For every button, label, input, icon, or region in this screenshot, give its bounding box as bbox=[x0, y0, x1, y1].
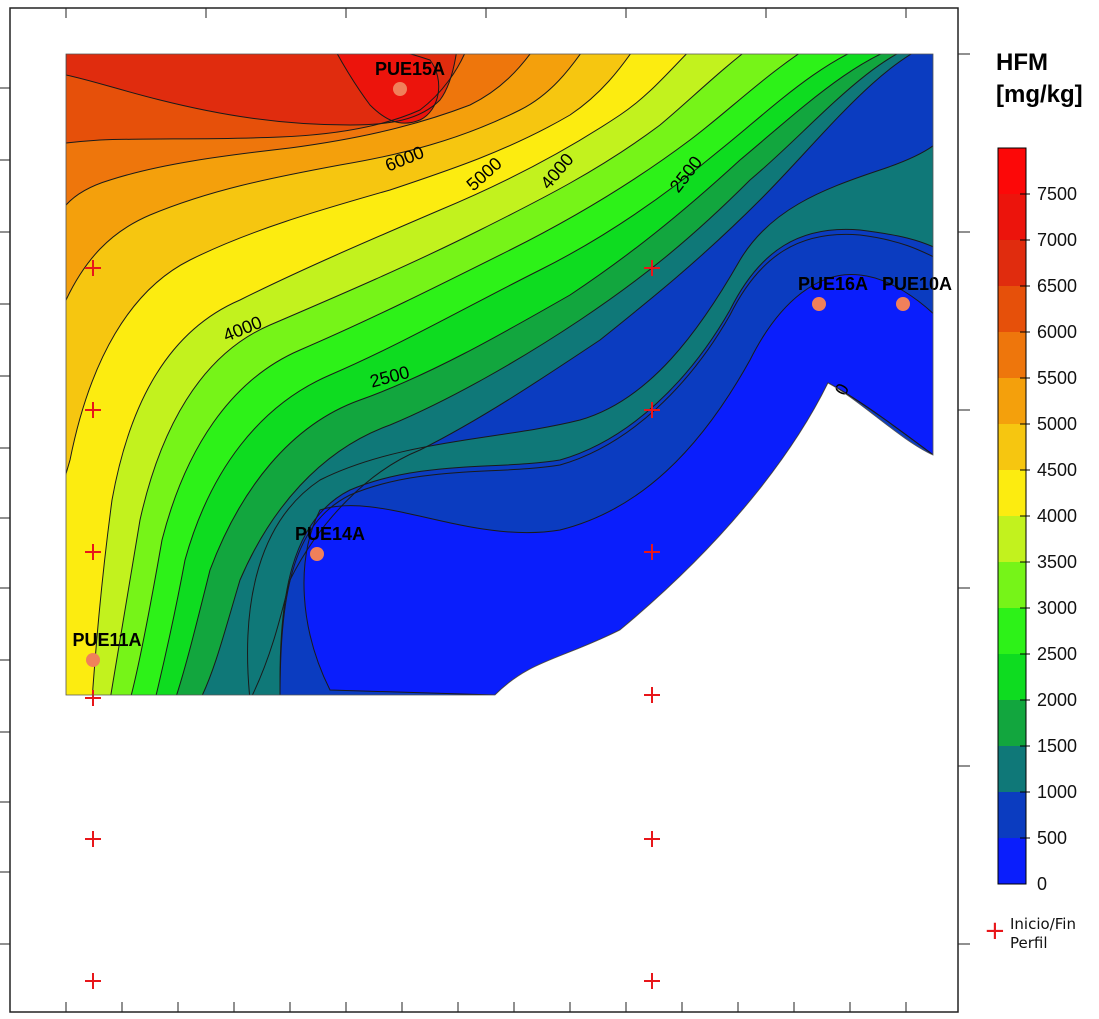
scale-label: 3000 bbox=[1037, 598, 1078, 618]
legend-unit: [mg/kg] bbox=[996, 81, 1083, 108]
scale-label: 1000 bbox=[1037, 782, 1078, 802]
profile-marker bbox=[85, 260, 101, 276]
profile-marker bbox=[85, 544, 101, 560]
sample-label: PUE15A bbox=[375, 59, 445, 79]
sample-point: PUE15A bbox=[375, 59, 445, 96]
profile-marker bbox=[85, 402, 101, 418]
scale-label: 4000 bbox=[1037, 506, 1078, 526]
scale-swatch bbox=[998, 194, 1026, 240]
sample-label: PUE14A bbox=[295, 524, 365, 544]
scale-swatch bbox=[998, 700, 1026, 746]
profile-marker bbox=[644, 260, 660, 276]
scale-swatch bbox=[998, 746, 1026, 792]
scale-swatch bbox=[998, 378, 1026, 424]
profile-marker bbox=[644, 402, 660, 418]
profile-marker bbox=[644, 687, 660, 703]
sample-point: PUE10A bbox=[882, 274, 952, 311]
sample-label: PUE10A bbox=[882, 274, 952, 294]
profile-marker bbox=[644, 973, 660, 989]
scale-label: 1500 bbox=[1037, 736, 1078, 756]
scale-label: 2500 bbox=[1037, 644, 1078, 664]
scale-label: 4500 bbox=[1037, 460, 1078, 480]
sample-point: PUE16A bbox=[798, 274, 868, 311]
scale-swatch bbox=[998, 424, 1026, 470]
profile-marker bbox=[85, 831, 101, 847]
sample-point: PUE14A bbox=[295, 524, 365, 561]
profile-marker bbox=[85, 690, 101, 706]
scale-label: 5500 bbox=[1037, 368, 1078, 388]
sample-label: PUE11A bbox=[72, 630, 141, 650]
scale-label: 7000 bbox=[1037, 230, 1078, 250]
scale-label: 7500 bbox=[1037, 184, 1078, 204]
profile-key-label-1: Inicio/Fin bbox=[1010, 915, 1076, 933]
scale-label: 0 bbox=[1037, 874, 1048, 894]
color-scale-bar bbox=[997, 147, 1030, 885]
scale-label: 3500 bbox=[1037, 552, 1078, 572]
profile-key-icon: + bbox=[984, 916, 1006, 946]
scale-label: 6500 bbox=[1037, 276, 1078, 296]
scale-swatch bbox=[998, 148, 1026, 194]
scale-swatch bbox=[998, 654, 1026, 700]
scale-swatch bbox=[998, 562, 1026, 608]
profile-key-label-2: Perfil bbox=[1010, 934, 1048, 952]
scale-swatch bbox=[998, 792, 1026, 838]
scale-swatch bbox=[998, 608, 1026, 654]
scale-swatch bbox=[998, 240, 1026, 286]
scale-swatch bbox=[998, 332, 1026, 378]
sample-label: PUE16A bbox=[798, 274, 868, 294]
domain-boundary bbox=[65, 53, 934, 696]
scale-label: 5000 bbox=[1037, 414, 1078, 434]
sample-point: PUE11A bbox=[72, 630, 142, 667]
profile-marker bbox=[644, 544, 660, 560]
scale-label: 6000 bbox=[1037, 322, 1078, 342]
profile-marker bbox=[644, 831, 660, 847]
frame-ticks bbox=[0, 8, 970, 1012]
scale-swatch bbox=[998, 838, 1026, 884]
scale-label: 500 bbox=[1037, 828, 1068, 848]
scale-swatch bbox=[998, 470, 1026, 516]
scale-label: 2000 bbox=[1037, 690, 1078, 710]
scale-swatch bbox=[998, 516, 1026, 562]
legend-title: HFM bbox=[996, 49, 1048, 76]
scale-swatch bbox=[998, 286, 1026, 332]
profile-marker bbox=[85, 973, 101, 989]
